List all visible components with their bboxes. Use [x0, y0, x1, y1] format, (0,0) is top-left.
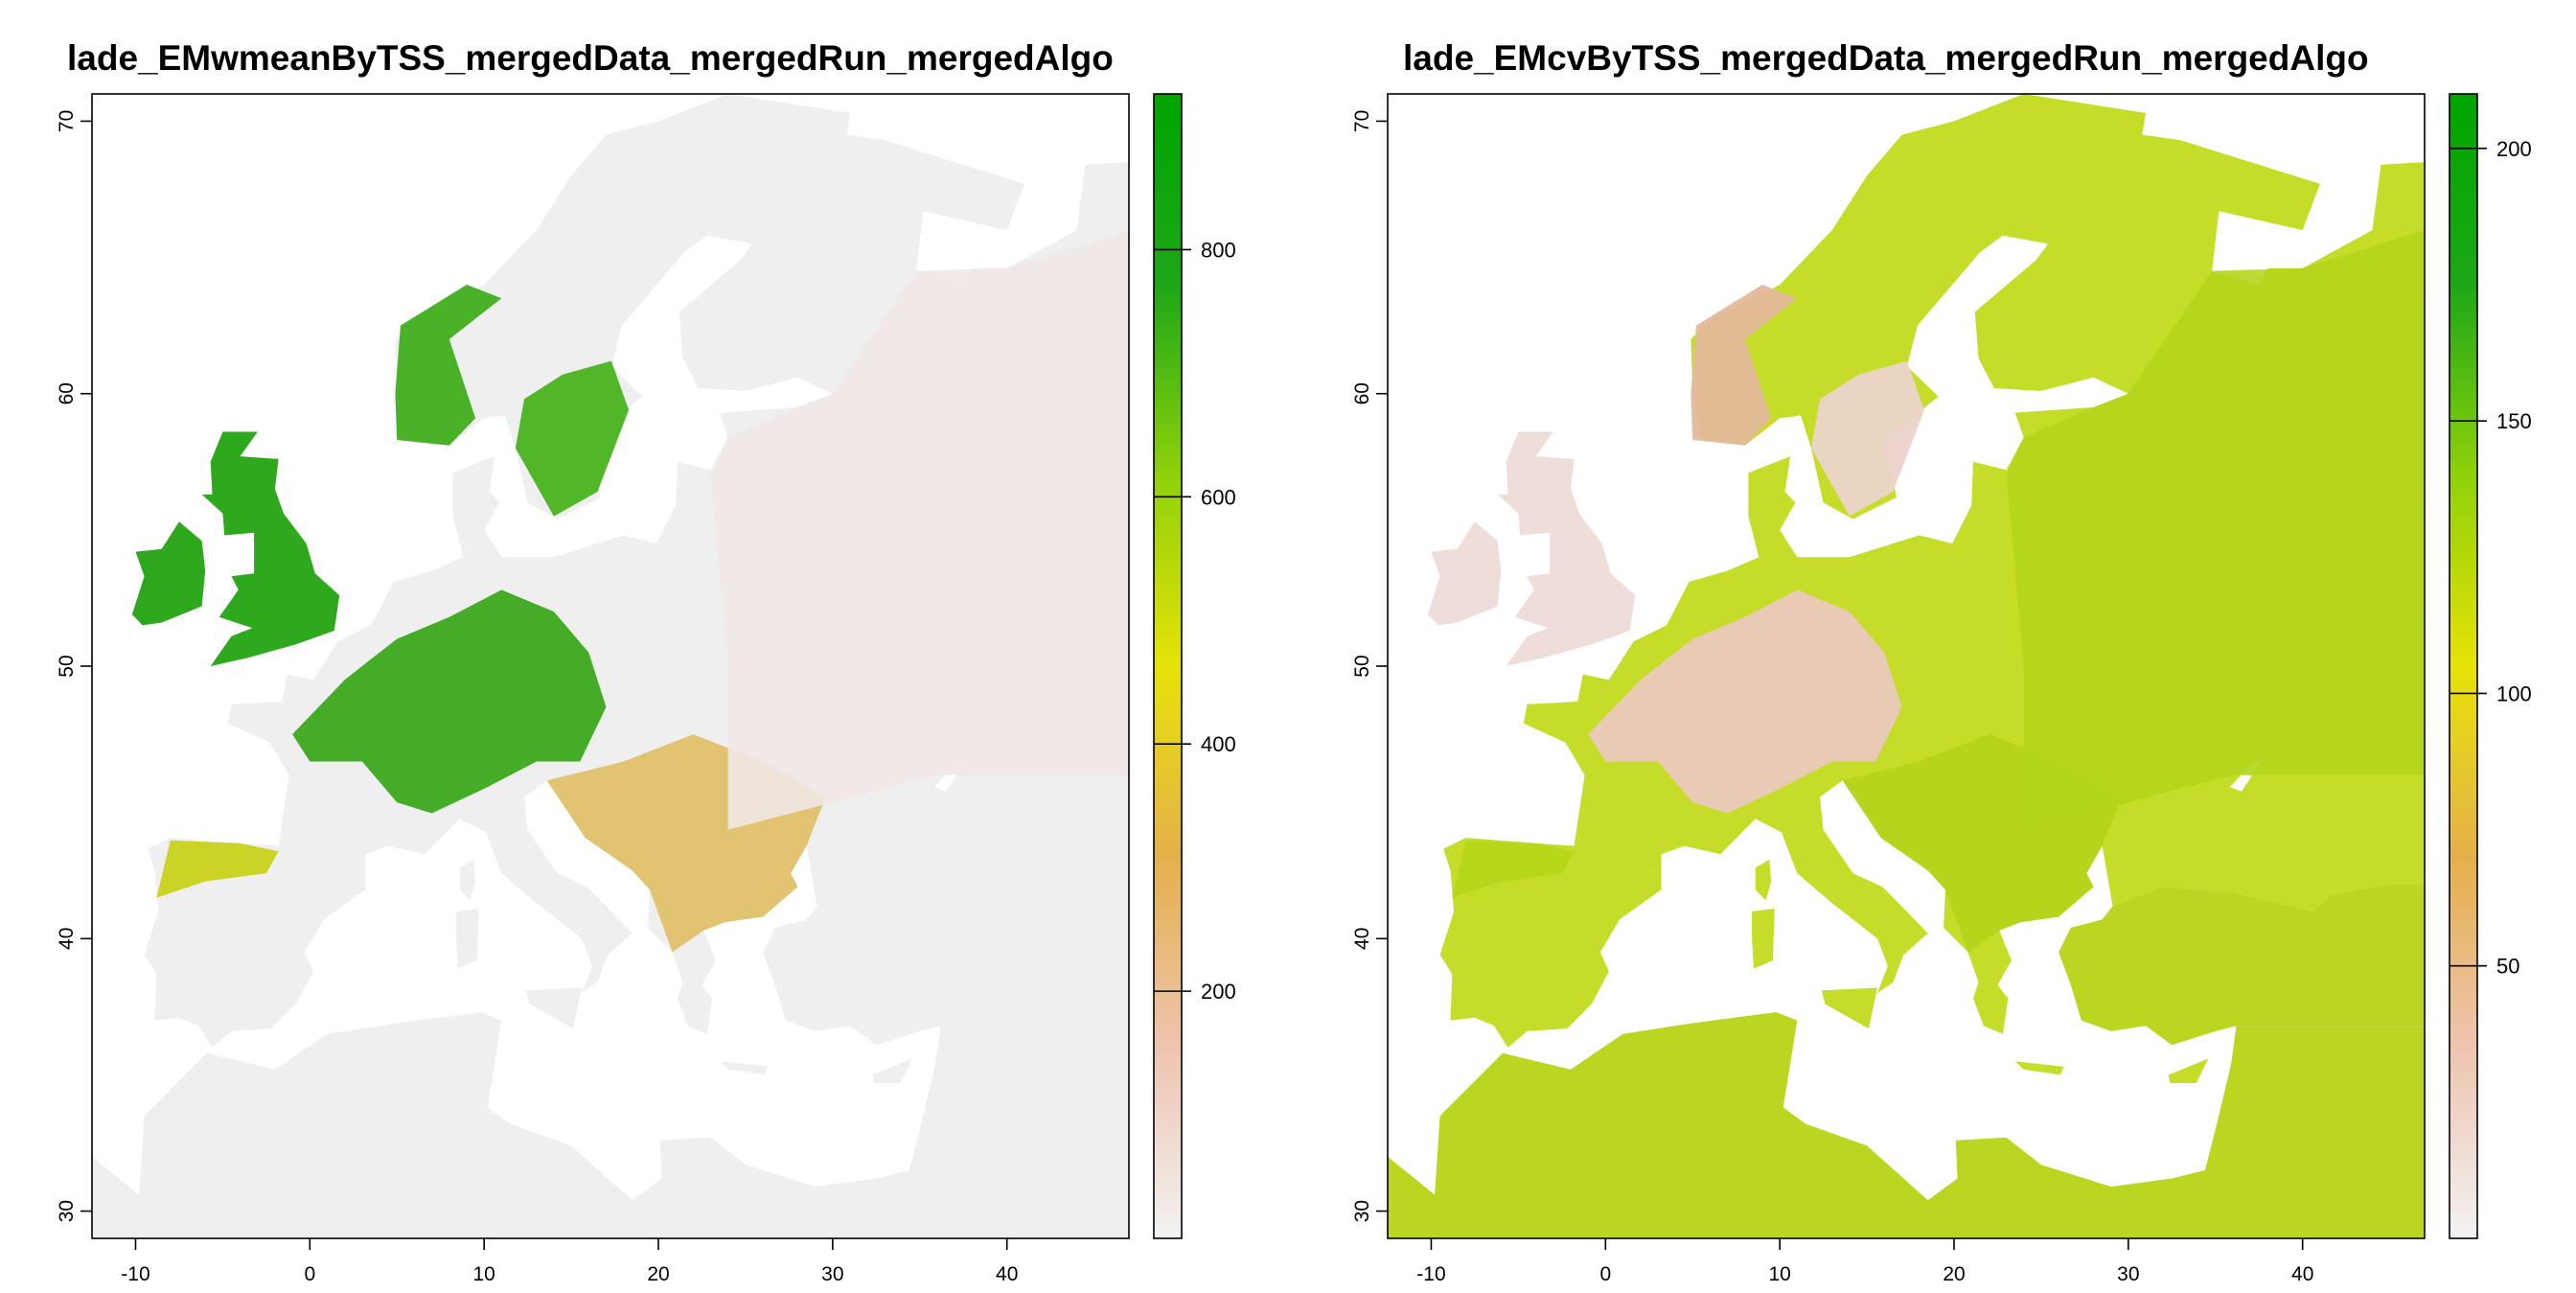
land-sicily — [1821, 987, 1877, 1029]
land-cyprus — [2168, 1058, 2209, 1083]
y-tick-label: 40 — [1351, 928, 1373, 950]
region-iberia_north — [1452, 840, 1575, 898]
land-corsica — [459, 859, 476, 901]
x-tick-label: 20 — [647, 1263, 669, 1285]
map-plot-cv: -10 0 10 20 30 40 30 40 50 60 70 50 100 150 200 — [1351, 93, 2532, 1285]
legend-tick-label: 600 — [1201, 485, 1236, 509]
map-panel-cv: lade_EMcvByTSS_mergedData_mergedRun_merg… — [1288, 0, 2576, 1288]
legend-tick-label: 400 — [1201, 732, 1236, 756]
y-tick-label: 60 — [56, 382, 78, 404]
x-tick-label: 0 — [1599, 1263, 1611, 1285]
land-iberia — [1439, 838, 1662, 1048]
y-tick-label: 50 — [56, 655, 78, 677]
region-norway_coast — [1690, 285, 1798, 446]
land-sicily — [525, 987, 582, 1029]
legend-tick-label: 200 — [2496, 137, 2532, 161]
land-africa — [1388, 1012, 2425, 1238]
land-sardinia — [1752, 909, 1775, 969]
land-africa — [92, 1012, 1129, 1238]
region-norway_coast — [395, 285, 502, 446]
x-tick-label: 30 — [2117, 1263, 2139, 1285]
land-crete — [719, 1061, 769, 1075]
x-tick-label: 10 — [472, 1263, 494, 1285]
x-tick-label: 30 — [821, 1263, 843, 1285]
legend-tick-label: 100 — [2496, 681, 2532, 705]
region-central_europe — [292, 589, 607, 814]
land-asia_minor — [2058, 884, 2425, 1046]
x-tick-label: 20 — [1943, 1263, 1965, 1285]
y-tick-label: 30 — [1351, 1200, 1373, 1222]
land-sardinia — [456, 909, 479, 969]
land-cyprus — [872, 1058, 913, 1083]
map-raster — [1388, 94, 2425, 1238]
land-corsica — [1755, 859, 1772, 901]
land-asia_minor — [763, 884, 1129, 1046]
x-tick-label: 40 — [996, 1263, 1018, 1285]
region-east-europe — [2006, 230, 2425, 830]
land-uk — [1497, 431, 1636, 666]
map-title: lade_EMwmeanByTSS_mergedData_mergedRun_m… — [67, 38, 1114, 78]
land-ireland — [131, 521, 206, 626]
region-east-europe — [710, 230, 1129, 830]
region-central_europe — [1588, 589, 1902, 814]
map-title: lade_EMcvByTSS_mergedData_mergedRun_merg… — [1403, 38, 2369, 78]
y-tick-label: 60 — [1351, 382, 1373, 404]
legend-tick-label: 200 — [1201, 980, 1236, 1004]
legend-colorbar — [1153, 93, 1183, 1239]
map-plot-wmean: -10 0 10 20 30 40 30 40 50 60 70 200 400 600 800 — [56, 93, 1236, 1285]
land-crete — [2014, 1061, 2064, 1075]
region-scandinavia_south — [1810, 360, 1925, 517]
y-tick-label: 40 — [56, 928, 78, 950]
region-iberia_north — [156, 840, 279, 898]
y-tick-label: 30 — [56, 1200, 78, 1222]
land-ireland — [1427, 521, 1502, 626]
legend-tick-label: 800 — [1201, 238, 1236, 262]
x-tick-label: 0 — [304, 1263, 315, 1285]
y-tick-label: 70 — [1351, 110, 1373, 132]
x-tick-label: 10 — [1768, 1263, 1790, 1285]
y-tick-label: 70 — [56, 110, 78, 132]
x-tick-label: -10 — [121, 1263, 150, 1285]
map-raster — [92, 94, 1129, 1238]
legend-tick-label: 50 — [2496, 955, 2519, 979]
land-uk — [201, 431, 340, 666]
region-scandinavia_south — [515, 360, 630, 517]
x-tick-label: -10 — [1416, 1263, 1445, 1285]
legend-colorbar — [2449, 93, 2478, 1239]
map-panel-wmean: lade_EMwmeanByTSS_mergedData_mergedRun_m… — [0, 0, 1288, 1288]
land-iberia — [144, 838, 366, 1048]
y-tick-label: 50 — [1351, 655, 1373, 677]
legend-tick-label: 150 — [2496, 409, 2532, 433]
x-tick-label: 40 — [2291, 1263, 2313, 1285]
